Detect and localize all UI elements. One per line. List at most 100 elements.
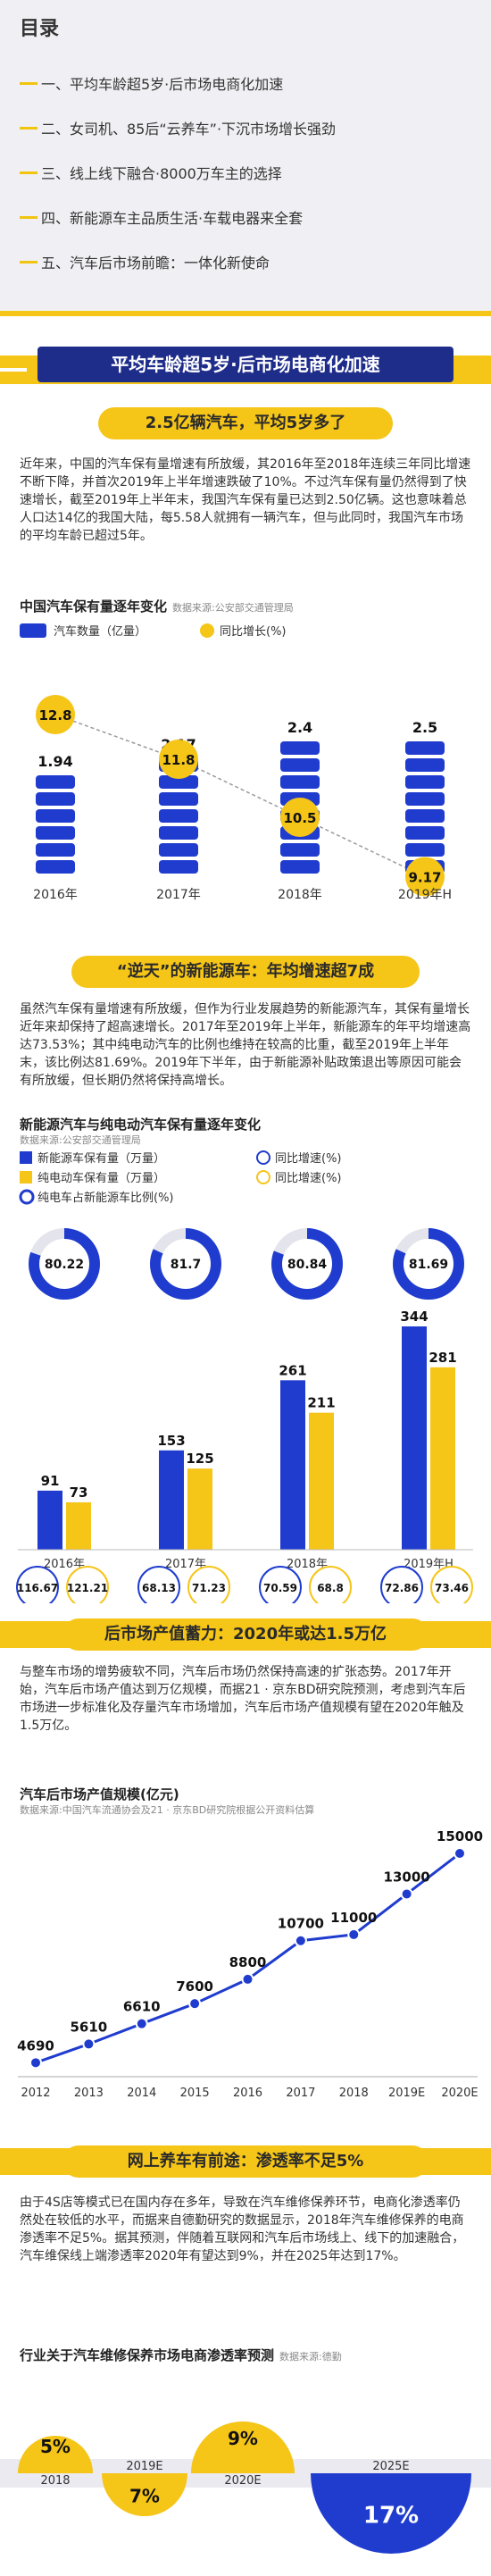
legend-nev-growth-swatch [256, 1150, 270, 1165]
car-icon [159, 826, 198, 840]
ev-growth-label: 73.46 [435, 1582, 469, 1594]
penetration-value-label: 7% [129, 2485, 160, 2506]
ev-bar [430, 1367, 455, 1550]
legend-ev-label: 纯电动车保有量（万量） [37, 1171, 165, 1185]
toc-item[interactable]: 五、汽车后市场前瞻：一体化新使命 [20, 239, 336, 284]
x-tick-label: 2018 [339, 2087, 369, 2100]
car-icon [280, 758, 320, 772]
section-header: 平均车龄超5岁·后市场电商化加速 [37, 347, 454, 382]
toc-item-label: 五、汽车后市场前瞻：一体化新使命 [41, 255, 270, 272]
divider-bar [0, 311, 491, 316]
ratio-donut-arc [29, 1228, 100, 1300]
ratio-donut-arc [393, 1228, 464, 1300]
ratio-donut-arc [271, 1228, 343, 1300]
chart3-title: 汽车后市场产值规模(亿元) [20, 1786, 179, 1802]
growth-label: 12.8 [38, 707, 71, 723]
x-tick-label: 2019年H [398, 888, 452, 902]
ev-bar [309, 1412, 334, 1550]
toc-title: 目录 [20, 18, 60, 40]
data-value-label: 7600 [176, 1978, 213, 1995]
car-count-label: 2.5 [412, 719, 437, 736]
car-icon [280, 860, 320, 874]
sub-header-2: “逆天”的新能源车：年均增速超7成 [71, 956, 420, 988]
car-icon [159, 860, 198, 874]
car-icon [159, 775, 198, 789]
ev-growth-ring [309, 1566, 352, 1603]
legend-car-swatch [20, 623, 46, 638]
legend-ev-growth-swatch [256, 1170, 270, 1184]
legend-nev-growth-label: 同比增速(%) [275, 1152, 342, 1166]
chart1-title: 中国汽车保有量逐年变化 数据来源:公安部交通管理局 [20, 598, 294, 615]
chart1-svg: 汽车数量（亿量）同比增长(%)1.9412.82016年2.1711.82017… [20, 623, 452, 902]
car-icon [36, 826, 75, 840]
x-tick-label: 2018年 [278, 888, 322, 902]
penetration-value-label: 9% [228, 2428, 258, 2449]
car-icon [405, 758, 445, 772]
legend-nev-swatch [20, 1151, 32, 1164]
car-icon [405, 843, 445, 857]
ev-growth-ring [66, 1566, 109, 1603]
data-value-label: 10700 [278, 1916, 324, 1932]
data-value-label: 15000 [437, 1828, 483, 1844]
x-tick-label: 2020E [224, 2474, 261, 2488]
x-tick-label: 2018年 [287, 1558, 328, 1571]
ev-growth-ring [430, 1566, 473, 1603]
x-tick-label: 2019年H [404, 1558, 454, 1571]
nev-value-label: 153 [157, 1433, 185, 1449]
ev-growth-label: 68.8 [317, 1582, 344, 1594]
toc-item[interactable]: 一、平均车龄超5岁·后市场电商化加速 [20, 61, 336, 105]
ev-value-label: 211 [307, 1395, 335, 1411]
x-tick-label: 2016年 [44, 1558, 85, 1571]
ev-growth-ring [187, 1566, 230, 1603]
car-icon [159, 792, 198, 806]
toc-item-label: 一、平均车龄超5岁·后市场电商化加速 [41, 76, 284, 93]
ev-value-label: 125 [186, 1451, 213, 1467]
toc-item[interactable]: 四、新能源车主品质生活·车载电器来全套 [20, 195, 336, 239]
penetration-bump [311, 2473, 471, 2554]
data-point [294, 1934, 307, 1947]
x-tick-label: 2020E [441, 2087, 478, 2100]
data-value-label: 5610 [71, 2019, 108, 2035]
paragraph-1: 近年来，中国的汽车保有量增速有所放缓，其2016年至2018年连续三年同比增速不… [20, 457, 471, 543]
car-icon [280, 775, 320, 789]
legend-nev-label: 新能源车保有量（万量） [37, 1151, 165, 1166]
chart2-source: 数据来源:公安部交通管理局 [20, 1134, 141, 1146]
legend-growth-label: 同比增长(%) [220, 625, 287, 639]
x-tick-label: 2019E [126, 2460, 162, 2473]
data-value-label: 6610 [123, 1999, 161, 2015]
ratio-label: 80.84 [287, 1258, 328, 1272]
growth-line [54, 714, 426, 878]
car-icon [159, 809, 198, 823]
car-icon [405, 809, 445, 823]
car-count-label: 1.94 [37, 753, 72, 770]
data-point [347, 1928, 361, 1941]
toc-item[interactable]: 二、女司机、85后“云养车”·下沉市场增长强劲 [20, 105, 336, 150]
data-value-label: 11000 [330, 1910, 377, 1926]
legend-ratio-label: 纯电车占新能源车比例(%) [37, 1191, 174, 1205]
x-tick-label: 2016年 [33, 888, 78, 902]
legend-ratio-swatch [19, 1189, 35, 1205]
growth-marker [36, 695, 75, 734]
toc-item-label: 二、女司机、85后“云养车”·下沉市场增长强劲 [41, 121, 337, 138]
sub-header-4: 网上养车有前途：渗透率不足5% [62, 2145, 429, 2178]
nev-growth-label: 116.67 [17, 1582, 58, 1594]
ratio-label: 81.7 [171, 1258, 202, 1272]
chart2-svg: 新能源车保有量（万量） 同比增速(%) 纯电动车保有量（万量） 同比增速(%) 纯电车占… [16, 1150, 473, 1603]
nev-growth-label: 68.13 [142, 1582, 176, 1594]
car-icon [280, 843, 320, 857]
data-point [188, 1997, 202, 2011]
car-icon [159, 843, 198, 857]
nev-bar [280, 1380, 305, 1550]
car-count-label: 2.4 [287, 719, 312, 736]
car-icon [36, 792, 75, 806]
paragraph-3: 与整车市场的增势疲软不同，汽车后市场仍然保持高速的扩张态势。2017年开始，汽车… [20, 1665, 466, 1733]
toc-item-label: 四、新能源车主品质生活·车载电器来全套 [41, 210, 304, 227]
data-point [454, 1847, 466, 1860]
ratio-donut-arc [150, 1228, 221, 1300]
nev-value-label: 261 [279, 1362, 306, 1378]
toc-item[interactable]: 三、线上线下融合·8000万车主的选择 [20, 150, 336, 195]
nev-bar [159, 1450, 184, 1550]
x-tick-label: 2014 [127, 2087, 156, 2100]
x-tick-label: 2018 [40, 2474, 70, 2488]
ev-value-label: 73 [70, 1485, 88, 1501]
